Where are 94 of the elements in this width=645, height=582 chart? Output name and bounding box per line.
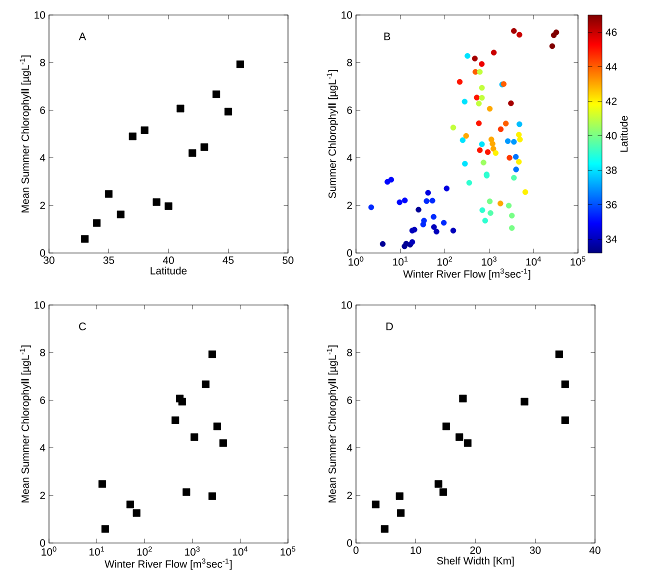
point <box>164 202 172 210</box>
y-tick-label: 2 <box>40 202 45 210</box>
point <box>555 350 563 358</box>
point <box>380 525 388 533</box>
point <box>397 509 405 517</box>
point <box>140 126 148 134</box>
y-axis-title: Mean Summer Chlorophyll [µgL$^{-1}$] <box>20 56 32 212</box>
y-tick-label: 8 <box>347 58 352 66</box>
y-tick-label: 6 <box>40 106 46 114</box>
point <box>520 398 528 406</box>
y-tick-label: 4 <box>346 444 352 452</box>
color-bar-label: 36 <box>606 201 617 208</box>
x-tick-label: 10$^{4}$ <box>232 546 248 556</box>
y-tick-label: 6 <box>347 106 352 114</box>
x-tick-label: 45 <box>222 256 234 264</box>
annotation: D <box>386 322 393 330</box>
point <box>561 380 569 388</box>
x-tick-label: 10$^{5}$ <box>280 546 296 556</box>
y-tick-label: 10 <box>342 301 352 309</box>
x-tick-label: 50 <box>282 256 294 264</box>
color-bar-label: 42 <box>606 98 617 105</box>
point <box>442 422 450 430</box>
y-tick-label: 0 <box>347 539 352 547</box>
x-tick-label: 10$^{3}$ <box>482 256 496 266</box>
y-tick-label: 8 <box>40 58 46 66</box>
point <box>439 488 448 496</box>
annotation: A <box>78 32 86 40</box>
x-tick-label: 10$^{3}$ <box>185 546 200 556</box>
annotation: B <box>384 32 390 40</box>
y-tick-label: 10 <box>342 11 352 19</box>
y-tick-label: 0 <box>40 249 46 257</box>
y-axis-title: Summer Chlorophyll [µgL$^{-1}$] <box>326 70 338 198</box>
point <box>81 235 89 243</box>
x-axis-title: Shelf Width [Km] <box>437 556 514 567</box>
y-tick-label: 10 <box>34 301 46 309</box>
x-tick-label: 20 <box>470 546 481 554</box>
x-tick-label: 10$^{2}$ <box>438 256 452 266</box>
x-tick-label: 10$^{1}$ <box>89 546 104 556</box>
color-bar-label: 40 <box>606 132 617 140</box>
color-bar-label: 46 <box>606 28 617 36</box>
y-tick-label: 2 <box>347 492 352 500</box>
point <box>128 132 136 140</box>
y-axis-title: Mean Summer Chlorophyll [µgL$^{-1}$] <box>20 346 32 502</box>
annotation: C <box>79 322 86 330</box>
point <box>236 60 244 68</box>
color-bar-label: 34 <box>606 236 617 243</box>
point <box>188 149 196 157</box>
point <box>116 210 124 218</box>
y-tick-label: 4 <box>40 154 46 162</box>
y-tick-label: 4 <box>40 444 46 452</box>
y-tick-label: 0 <box>347 249 352 257</box>
x-tick-label: 10$^{0}$ <box>348 256 364 266</box>
point <box>459 394 467 402</box>
y-axis-title: Mean Summer Chlorophyll [µgL$^{-1}$] <box>326 346 338 502</box>
x-tick-label: 10$^{4}$ <box>526 256 541 266</box>
point <box>372 500 380 508</box>
point <box>93 219 101 227</box>
y-tick-label: 2 <box>347 202 352 210</box>
y-tick-label: 8 <box>40 348 46 356</box>
y-tick-label: 6 <box>40 396 46 404</box>
point <box>200 143 208 151</box>
point <box>212 90 220 98</box>
color-bar-title: Latitude <box>620 116 628 152</box>
point <box>152 198 160 206</box>
x-axis-title: Winter River Flow [m$^{3}$sec$^{-1}$] <box>104 558 232 570</box>
x-tick-label: 0 <box>354 546 358 554</box>
x-tick-label: 35 <box>103 256 114 264</box>
x-tick-label: 10 <box>410 546 422 554</box>
point <box>561 416 569 424</box>
y-tick-label: 0 <box>40 539 46 547</box>
x-axis-title: Winter River Flow [m$^{3}$sec$^{-1}$] <box>403 268 530 280</box>
y-tick-label: 2 <box>40 492 45 500</box>
x-tick-label: 40 <box>162 256 174 264</box>
x-axis-title: Latitude <box>150 266 187 274</box>
point <box>434 480 442 488</box>
x-tick-label: 30 <box>44 256 54 264</box>
x-tick-label: 40 <box>589 546 600 554</box>
y-tick-label: 4 <box>346 154 352 162</box>
point <box>104 190 113 198</box>
y-tick-label: 8 <box>347 348 352 356</box>
x-tick-label: 10$^{1}$ <box>393 256 408 266</box>
x-tick-label: 10$^{5}$ <box>570 256 586 266</box>
color-bar-label: 44 <box>606 63 617 70</box>
point <box>176 104 184 112</box>
point <box>456 433 464 441</box>
y-tick-label: 10 <box>34 11 46 19</box>
x-tick-label: 10$^{2}$ <box>137 546 152 556</box>
point <box>224 108 232 116</box>
color-bar-label: 38 <box>606 166 617 174</box>
y-tick-label: 6 <box>347 396 352 404</box>
point <box>396 492 404 500</box>
point <box>464 439 472 447</box>
x-tick-label: 10$^{0}$ <box>42 546 56 556</box>
x-tick-label: 30 <box>530 546 541 554</box>
